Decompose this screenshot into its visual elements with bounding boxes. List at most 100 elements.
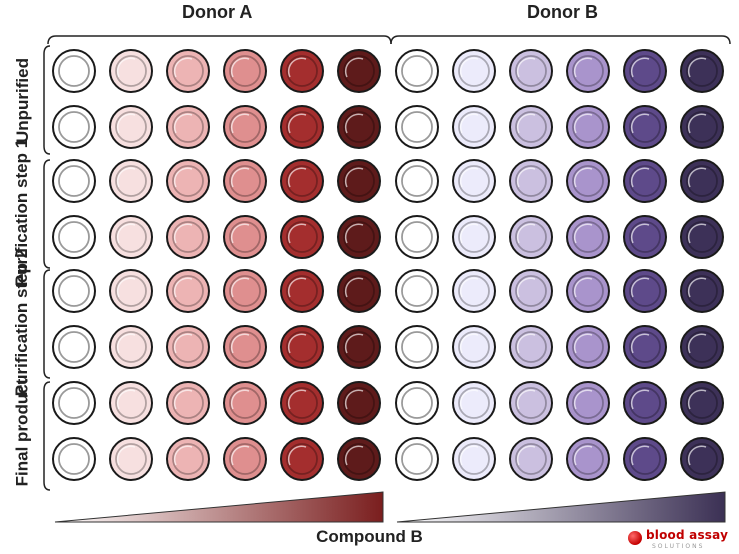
well [166,269,210,313]
well [509,215,553,259]
well [509,381,553,425]
blood-assay-logo: blood assay SOLUTIONS [628,528,733,552]
well [52,215,96,259]
row-group-bracket [43,381,51,491]
well [452,381,496,425]
well [566,437,610,481]
logo-subtext: SOLUTIONS [652,543,705,550]
well [452,49,496,93]
blood-drop-icon [628,531,642,545]
well [509,437,553,481]
well [566,105,610,149]
well [623,381,667,425]
well [395,381,439,425]
well [223,437,267,481]
well [109,269,153,313]
well [109,325,153,369]
well [223,105,267,149]
well [680,269,724,313]
well [166,215,210,259]
well [166,437,210,481]
well [566,215,610,259]
well [52,325,96,369]
well [223,381,267,425]
well [623,325,667,369]
donor-a-brace [47,35,392,45]
well [52,437,96,481]
well [280,105,324,149]
well [680,105,724,149]
well [52,381,96,425]
well [680,159,724,203]
well [509,159,553,203]
well [280,49,324,93]
well [166,325,210,369]
well [223,325,267,369]
well [680,325,724,369]
well [623,105,667,149]
well [680,49,724,93]
well [280,325,324,369]
well [337,269,381,313]
logo-text: blood assay [646,528,729,542]
well [452,105,496,149]
well [52,49,96,93]
well [337,325,381,369]
well [680,215,724,259]
well [566,325,610,369]
well [623,215,667,259]
well [337,381,381,425]
well [395,437,439,481]
well [223,269,267,313]
well [566,381,610,425]
well [509,269,553,313]
well [280,437,324,481]
row-group-bracket [43,269,51,379]
well [280,269,324,313]
well [337,215,381,259]
well [223,215,267,259]
well [109,381,153,425]
well [280,159,324,203]
well [109,159,153,203]
well [623,49,667,93]
donor-a-label: Donor A [182,2,253,22]
well [395,159,439,203]
well [166,49,210,93]
compound-b-axis-title: Compound B [316,527,423,546]
well [566,159,610,203]
well [623,437,667,481]
compound-b-gradient-donor-a [54,491,384,523]
well [166,159,210,203]
well [452,269,496,313]
well [509,49,553,93]
well [337,49,381,93]
well [223,49,267,93]
compound-b-gradient-donor-b [396,491,726,523]
row-group-bracket [43,159,51,269]
well [395,325,439,369]
well [166,105,210,149]
row-group-bracket [43,45,51,155]
well [509,325,553,369]
well [52,159,96,203]
well [395,105,439,149]
well [623,269,667,313]
well [395,269,439,313]
well [109,49,153,93]
well [566,269,610,313]
well [395,215,439,259]
well [280,215,324,259]
well [623,159,667,203]
well [223,159,267,203]
donor-b-label: Donor B [527,2,598,22]
well [452,325,496,369]
well [166,381,210,425]
well [452,159,496,203]
well [680,437,724,481]
well [52,105,96,149]
well [337,159,381,203]
well [337,437,381,481]
well [109,215,153,259]
